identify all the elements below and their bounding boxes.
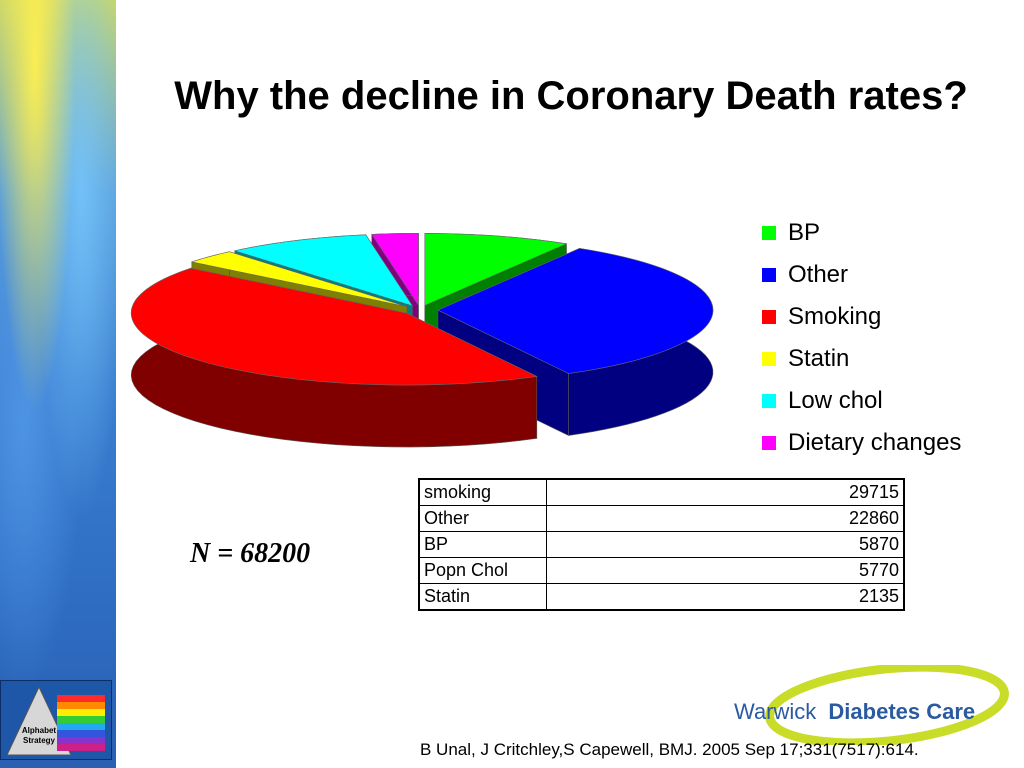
table-cell-value: 5870: [546, 531, 905, 558]
table-cell-value: 22860: [546, 505, 905, 532]
legend-swatch: [762, 310, 776, 324]
pie-slice-smoking: [130, 267, 538, 386]
table-cell-label: Other: [418, 505, 547, 532]
table-row: BP 5870: [418, 531, 905, 558]
decorative-sidebar: Alphabet Strategy: [0, 0, 116, 768]
alphabet-strategy-logo: Alphabet Strategy: [0, 680, 112, 760]
pie-slice-other: [437, 248, 714, 374]
sidebar-logo-line1: Alphabet: [22, 726, 57, 735]
table-cell-label: Popn Chol: [418, 557, 547, 584]
legend-item: Statin: [762, 338, 961, 380]
legend-item: BP: [762, 212, 961, 254]
legend-label: Smoking: [788, 303, 882, 330]
legend-label: BP: [788, 219, 821, 246]
pie-chart: [130, 233, 714, 448]
legend-label: Statin: [788, 345, 850, 372]
legend-label: Low chol: [788, 387, 883, 414]
legend-swatch: [762, 226, 776, 240]
warwick-diabetes-care-logo: Warwick Diabetes Care: [722, 662, 1012, 750]
table-cell-value: 29715: [546, 478, 905, 506]
legend-label: Other: [788, 261, 849, 288]
n-total-label: N = 68200: [190, 538, 311, 569]
table-row: Other 22860: [418, 505, 905, 532]
legend-item: Other: [762, 254, 961, 296]
chart-legend: BP Other Smoking Statin Low chol Dietary chan…: [762, 212, 961, 464]
data-table: smoking 29715 Other 22860 BP 5870 Popn Chol 577…: [418, 478, 905, 611]
table-row: Statin 2135: [418, 583, 905, 611]
logo-text-warwick: Warwick: [734, 699, 817, 724]
table-cell-value: 2135: [546, 583, 905, 611]
page-title: Why the decline in Coronary Death rates?: [174, 74, 968, 118]
table-cell-label: smoking: [418, 478, 547, 506]
table-row: smoking 29715: [418, 478, 905, 506]
pie-slice-bp: [424, 233, 568, 306]
legend-swatch: [762, 436, 776, 450]
table-cell-label: BP: [418, 531, 547, 558]
table-row: Popn Chol 5770: [418, 557, 905, 584]
pie-slice-dietary-changes: [371, 233, 419, 307]
legend-swatch: [762, 394, 776, 408]
legend-swatch: [762, 352, 776, 366]
legend-label: Dietary changes: [788, 429, 962, 456]
svg-text:Warwick Diabetes Care: Warwick Diabetes Care: [734, 699, 975, 724]
legend-item: Low chol: [762, 380, 961, 422]
legend-swatch: [762, 268, 776, 282]
legend-item: Smoking: [762, 296, 961, 338]
logo-text-diabetes-care: Diabetes Care: [828, 699, 975, 724]
pie-slice-statin: [190, 251, 408, 308]
citation: B Unal, J Critchley,S Capewell, BMJ. 200…: [420, 740, 919, 759]
legend-item: Dietary changes: [762, 422, 961, 464]
table-cell-label: Statin: [418, 583, 547, 611]
sidebar-logo-line2: Strategy: [23, 736, 56, 745]
table-cell-value: 5770: [546, 557, 905, 584]
pie-slice-low-chol: [233, 234, 414, 307]
